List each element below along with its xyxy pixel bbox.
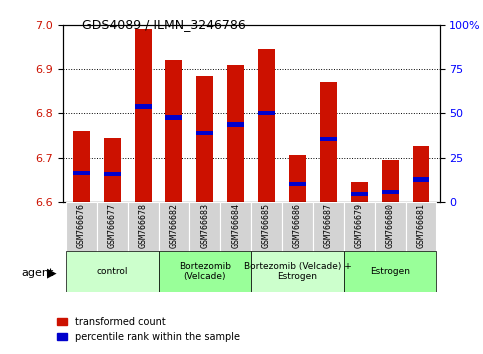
Bar [128,202,158,253]
Bar [104,172,121,176]
Bar [135,104,152,109]
Bar [382,190,398,194]
Text: GSM766680: GSM766680 [385,203,395,248]
Text: GSM766686: GSM766686 [293,203,302,248]
Text: Estrogen: Estrogen [370,267,410,276]
Bar [158,251,251,292]
Bar [320,82,337,202]
Text: agent: agent [22,268,54,278]
Bar [227,122,244,126]
Bar [197,76,213,202]
Bar [406,202,437,253]
Bar [220,202,251,253]
Text: GSM766679: GSM766679 [355,203,364,248]
Bar [66,251,158,292]
Text: GSM766677: GSM766677 [108,203,117,248]
Bar [166,60,183,202]
Bar [289,155,306,202]
Bar [375,202,406,253]
Text: GSM766683: GSM766683 [200,203,209,248]
Bar [189,202,220,253]
Bar [251,202,282,253]
Text: Bortezomib (Velcade) +
Estrogen: Bortezomib (Velcade) + Estrogen [243,262,351,281]
Bar [282,202,313,253]
Bar [251,251,344,292]
Bar [166,115,183,120]
Bar [258,111,275,115]
Bar [97,202,128,253]
Bar [344,251,437,292]
Text: Bortezomib
(Velcade): Bortezomib (Velcade) [179,262,231,281]
Bar [104,138,121,202]
Text: GSM766681: GSM766681 [416,203,426,248]
Bar [73,131,90,202]
Bar [320,137,337,141]
Bar [135,29,152,202]
Bar [412,147,429,202]
Bar [227,65,244,202]
Bar [351,192,368,196]
Bar [197,131,213,136]
Text: GSM766682: GSM766682 [170,203,178,248]
Bar [258,49,275,202]
Bar [351,182,368,202]
Text: GSM766684: GSM766684 [231,203,240,248]
Text: control: control [97,267,128,276]
Text: GSM766676: GSM766676 [77,203,86,248]
Text: GSM766685: GSM766685 [262,203,271,248]
Bar [158,202,189,253]
Text: ▶: ▶ [47,266,57,279]
Text: GSM766687: GSM766687 [324,203,333,248]
Bar [289,182,306,186]
Text: GDS4089 / ILMN_3246786: GDS4089 / ILMN_3246786 [82,18,246,31]
Text: GSM766678: GSM766678 [139,203,148,248]
Legend: transformed count, percentile rank within the sample: transformed count, percentile rank withi… [53,313,243,346]
Bar [73,171,90,175]
Bar [313,202,344,253]
Bar [412,177,429,182]
Bar [382,160,398,202]
Bar [66,202,97,253]
Bar [344,202,375,253]
